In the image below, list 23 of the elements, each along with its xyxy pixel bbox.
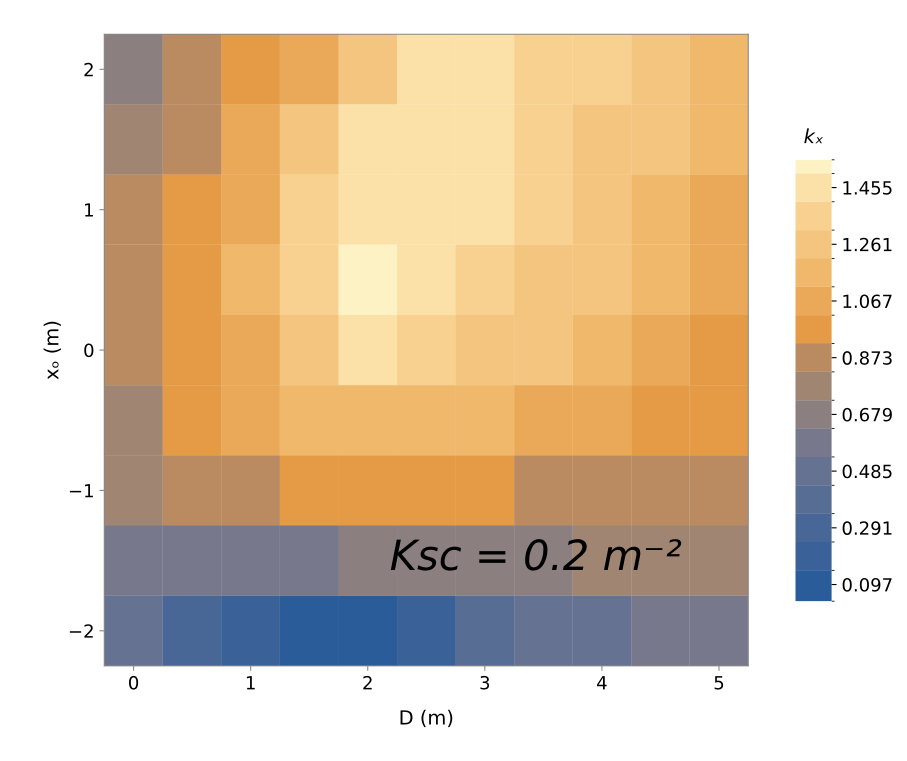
- y-tick-label: 2: [84, 62, 93, 76]
- x-axis-title: D (m): [400, 710, 452, 728]
- color-bar-label: 0.291: [842, 521, 892, 535]
- x-tick-label: 0: [129, 676, 138, 690]
- y-tick-label: 1: [85, 203, 93, 217]
- color-bar-label: 1.261: [843, 238, 892, 252]
- y-tick-label: −2: [70, 624, 93, 638]
- x-tick-label: 5: [714, 676, 724, 690]
- color-bar-title: kₓ: [804, 128, 823, 144]
- color-bar-label: 0.485: [842, 464, 892, 478]
- color-bar-label: 0.097: [842, 578, 892, 592]
- color-bar-label: 0.873: [842, 351, 892, 365]
- x-tick-label: 1: [246, 676, 255, 690]
- annotation: Ksc = 0.2 m⁻²: [390, 539, 682, 571]
- y-tick-label: 0: [84, 344, 94, 358]
- y-axis-title: xₒ (m): [44, 322, 61, 380]
- color-bar-label: 1.455: [843, 181, 892, 195]
- x-tick-label: 4: [597, 676, 607, 690]
- y-tick-label: −1: [70, 484, 93, 498]
- x-tick-label: 3: [480, 676, 490, 690]
- color-bar-label: 0.679: [842, 408, 892, 422]
- color-bar-label: 1.067: [843, 294, 892, 308]
- x-tick-label: 2: [363, 676, 372, 690]
